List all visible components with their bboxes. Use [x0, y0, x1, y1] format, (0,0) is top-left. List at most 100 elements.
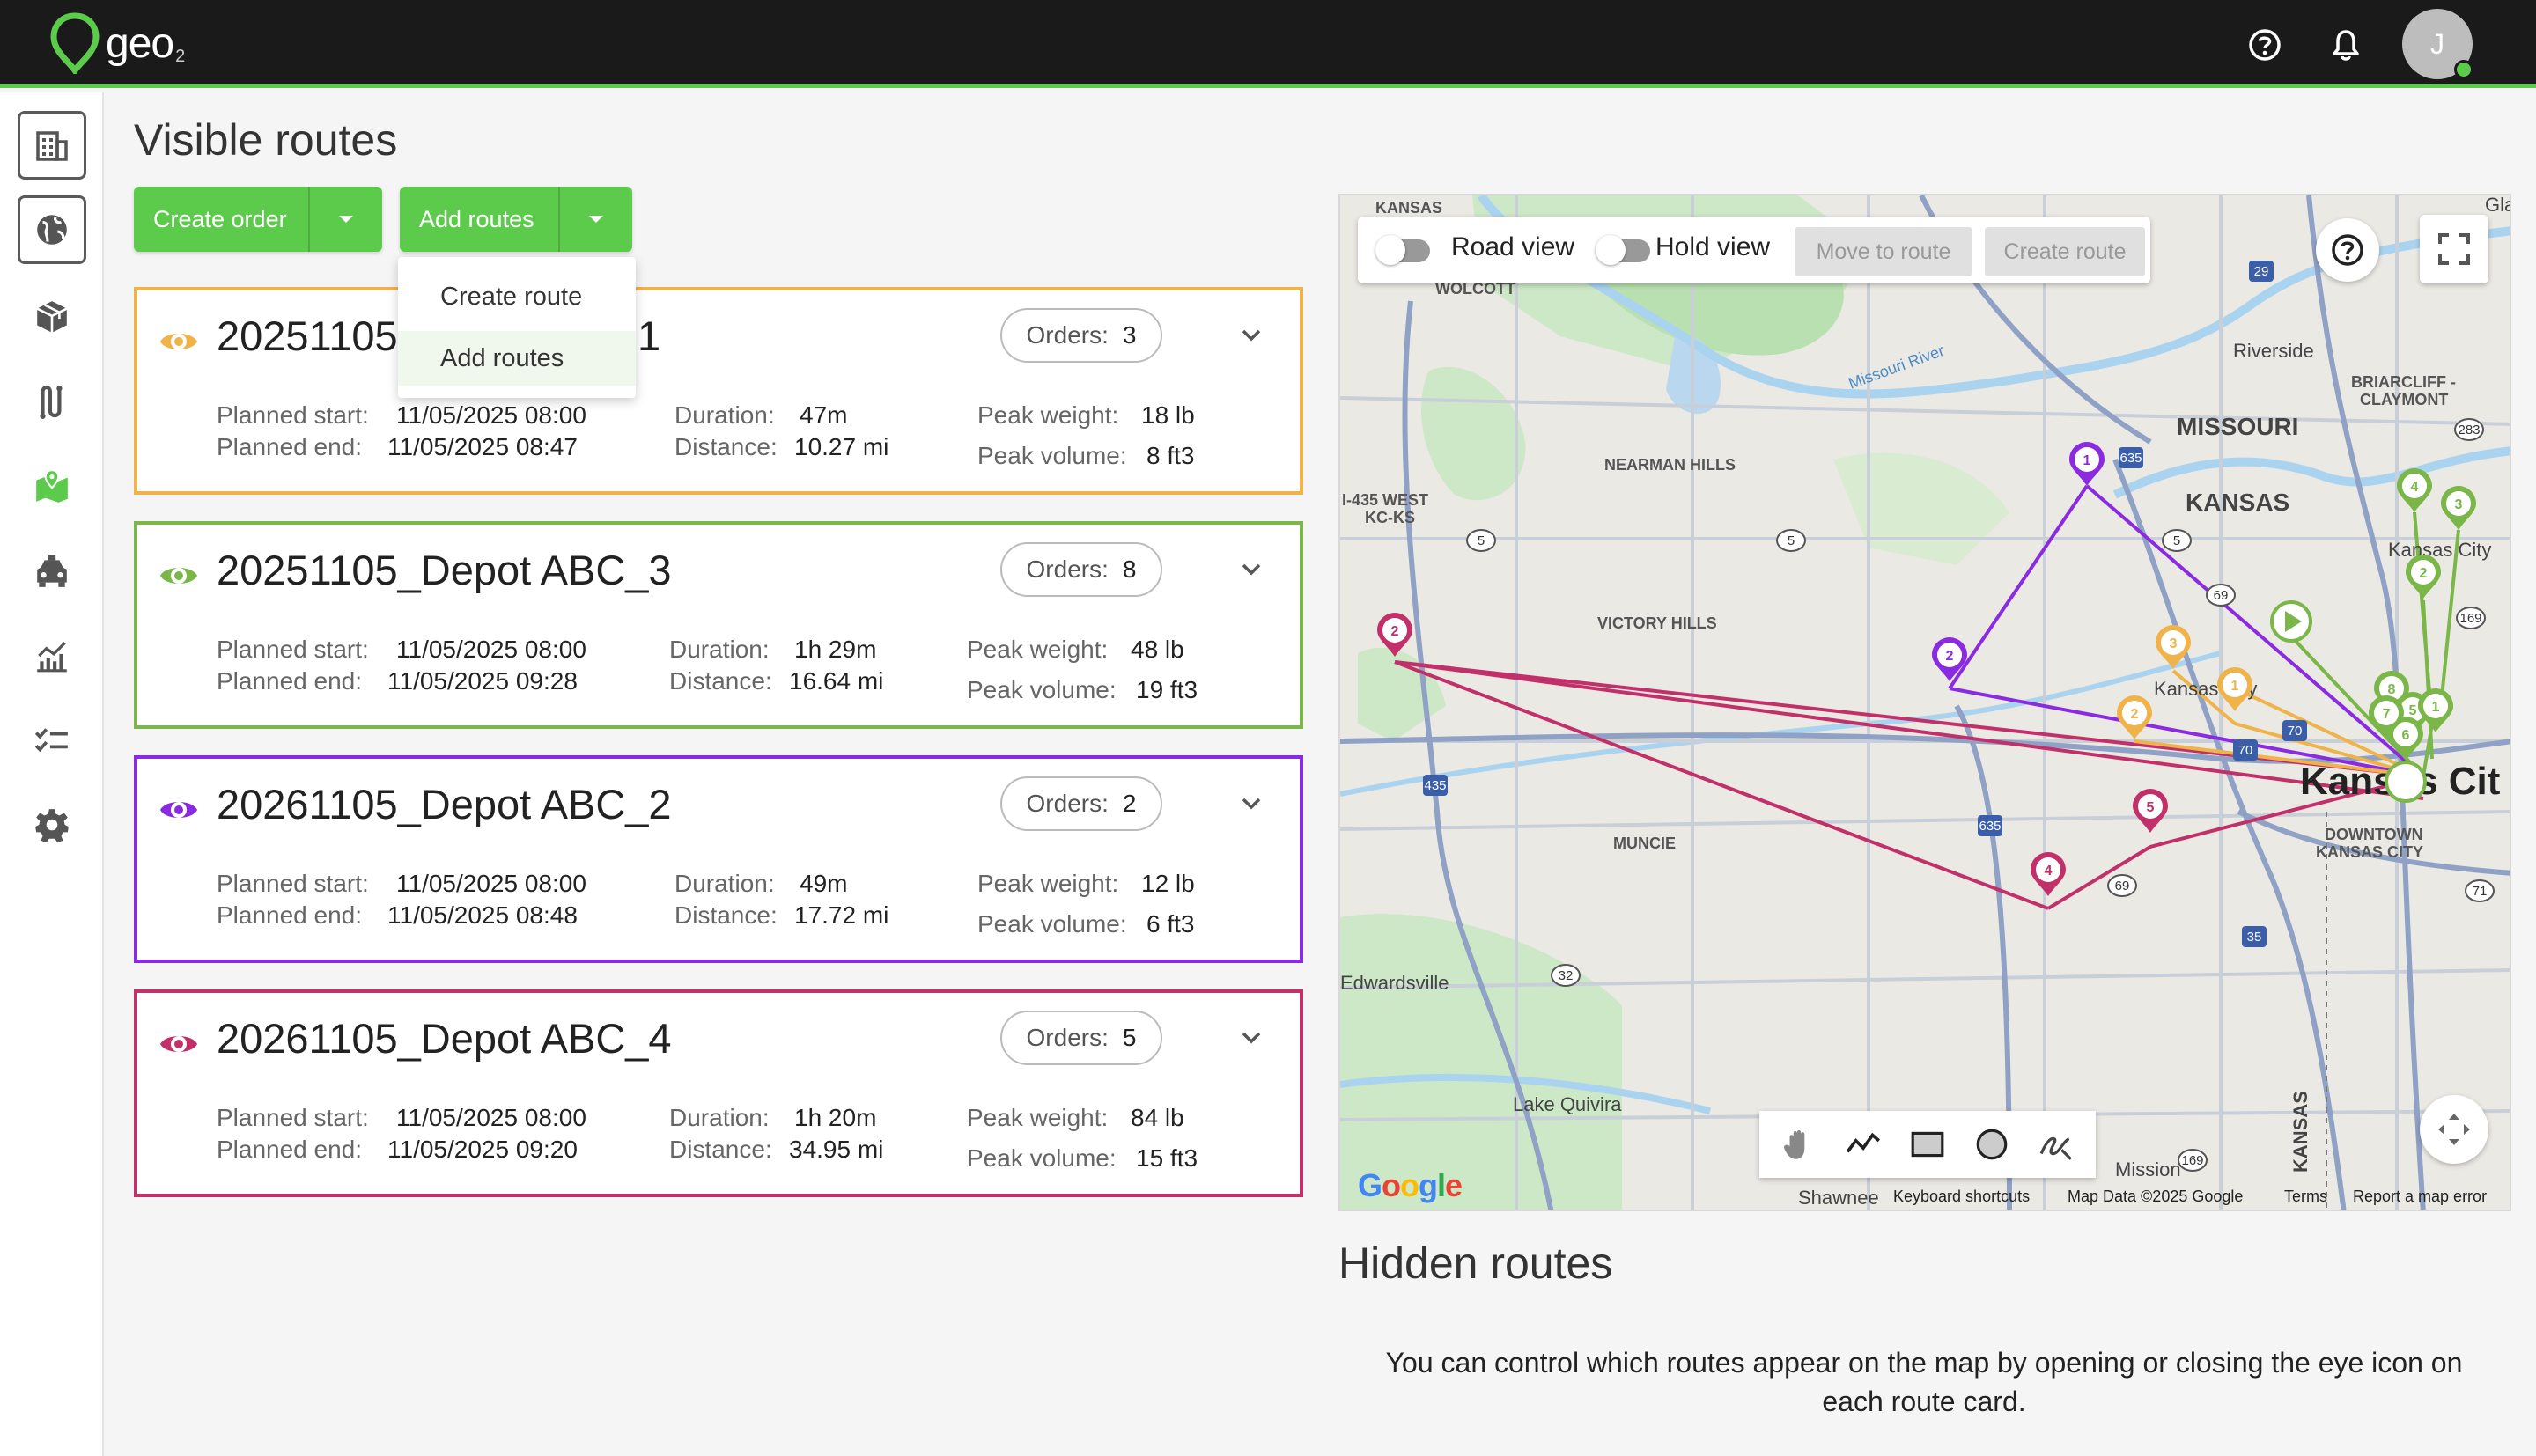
- map-label-riverside: Riverside: [2233, 340, 2314, 362]
- map-label-wolcott: WOLCOTT: [1435, 280, 1515, 298]
- create-order-button[interactable]: Create order: [153, 205, 287, 232]
- sidebar-item-settings[interactable]: [18, 791, 86, 859]
- map-label-edwardsville: Edwardsville: [1340, 972, 1449, 994]
- peak-weight-value: 18 lb: [1141, 401, 1195, 429]
- chevron-down-icon[interactable]: [1238, 322, 1264, 349]
- svg-text:283: 283: [2458, 423, 2480, 438]
- route-card[interactable]: 20251105 1 Orders: 3 Planned start: 11/05/…: [134, 287, 1303, 495]
- distance-label: Distance:: [669, 667, 772, 695]
- sidebar-item-orders[interactable]: [18, 283, 86, 351]
- map-base[interactable]: KANSAS WOLCOTT NEARMAN HILLS I-435 WEST …: [1340, 195, 2511, 1211]
- svg-text:1: 1: [2083, 453, 2091, 468]
- hold-view-toggle[interactable]: [1596, 235, 1650, 265]
- stop-marker[interactable]: 3: [2441, 486, 2476, 530]
- keyboard-shortcuts-link[interactable]: Keyboard shortcuts: [1893, 1188, 2031, 1205]
- distance-value: 34.95 mi: [789, 1136, 884, 1163]
- stop-marker[interactable]: 1: [2069, 442, 2105, 486]
- eye-icon[interactable]: [158, 1028, 199, 1060]
- orders-badge[interactable]: Orders: 8: [1000, 542, 1162, 597]
- stop-marker[interactable]: 2: [1377, 613, 1412, 657]
- highway-shield: 71: [2465, 879, 2495, 902]
- sidebar-item-tasks[interactable]: [18, 706, 86, 775]
- highway-shield: 5: [1466, 529, 1496, 552]
- analytics-icon: [37, 642, 67, 673]
- recenter-button[interactable]: [2420, 1095, 2488, 1164]
- rectangle-icon[interactable]: [1909, 1126, 1946, 1163]
- menu-item-add-routes[interactable]: Add routes: [398, 331, 636, 386]
- terms-link[interactable]: Terms: [2284, 1188, 2327, 1205]
- create-order-dropdown-toggle[interactable]: [308, 187, 382, 252]
- orders-badge[interactable]: Orders: 2: [1000, 776, 1162, 831]
- map-label-briarcliff: BRIARCLIFF -: [2351, 373, 2456, 391]
- report-map-error-link[interactable]: Report a map error: [2353, 1188, 2488, 1205]
- stop-marker[interactable]: 1: [2418, 688, 2453, 732]
- circle-icon[interactable]: [1973, 1126, 2010, 1163]
- bell-icon[interactable]: [2326, 25, 2366, 65]
- route-map[interactable]: KANSAS WOLCOTT NEARMAN HILLS I-435 WEST …: [1338, 194, 2511, 1211]
- fullscreen-button[interactable]: [2420, 215, 2488, 283]
- svg-text:7: 7: [2383, 707, 2391, 722]
- help-icon[interactable]: [2245, 25, 2285, 65]
- orders-count: 5: [1122, 1024, 1137, 1051]
- stop-marker[interactable]: 5: [2133, 789, 2168, 833]
- distance-label: Distance:: [675, 901, 778, 929]
- add-routes-button[interactable]: Add routes: [419, 205, 534, 232]
- orders-badge[interactable]: Orders: 3: [1000, 308, 1162, 363]
- sidebar-item-map[interactable]: [18, 452, 86, 520]
- map-label-kcks: KC-KS: [1365, 509, 1415, 526]
- freehand-icon[interactable]: [2038, 1126, 2075, 1163]
- eye-icon[interactable]: [158, 794, 199, 826]
- duration-label: Duration:: [669, 636, 770, 663]
- menu-item-create-route[interactable]: Create route: [440, 282, 583, 311]
- svg-text:69: 69: [2115, 879, 2130, 893]
- add-routes-menu: Create route Add routes: [398, 257, 636, 398]
- stop-marker[interactable]: 2: [1932, 637, 1967, 681]
- app-logo[interactable]: geo 2: [49, 12, 185, 74]
- eye-icon[interactable]: [158, 560, 199, 592]
- stop-marker[interactable]: 7: [2369, 695, 2404, 739]
- road-view-toggle[interactable]: [1375, 235, 1430, 265]
- help-icon: [2332, 234, 2363, 266]
- polyline-icon[interactable]: [1845, 1126, 1882, 1163]
- planned-end-value: 11/05/2025 09:20: [387, 1136, 578, 1163]
- planned-start-label: Planned start:: [217, 401, 369, 429]
- stop-marker[interactable]: 1: [2217, 667, 2252, 711]
- sidebar-item-buildings[interactable]: [18, 111, 86, 180]
- google-logo: Google: [1358, 1167, 1463, 1203]
- map-label-kansas: KANSAS: [2186, 489, 2289, 516]
- add-routes-dropdown-toggle[interactable]: [558, 187, 632, 252]
- stop-marker[interactable]: 4: [2397, 468, 2432, 512]
- route-card[interactable]: 20251105_Depot ABC_3 Orders: 8 Planned st…: [134, 521, 1303, 729]
- map-label-kansas-top: KANSAS: [1375, 199, 1442, 217]
- stop-marker[interactable]: 2: [2117, 695, 2152, 739]
- chevron-down-icon[interactable]: [1238, 791, 1264, 817]
- sidebar-item-globe[interactable]: [18, 195, 86, 264]
- logo-subscript: 2: [175, 46, 186, 66]
- move-to-route-button[interactable]: Move to route: [1795, 227, 1972, 276]
- hand-icon[interactable]: [1780, 1126, 1817, 1163]
- chevron-down-icon[interactable]: [1238, 556, 1264, 583]
- stop-marker[interactable]: 6: [2388, 717, 2423, 761]
- highway-shield: 5: [2162, 529, 2192, 552]
- road-view-label: Road view: [1451, 232, 1575, 261]
- sidebar-item-vehicles[interactable]: [18, 537, 86, 606]
- eye-icon[interactable]: [158, 326, 199, 357]
- distance-value: 16.64 mi: [789, 667, 884, 695]
- depot-marker[interactable]: [2385, 761, 2427, 803]
- route-card[interactable]: 20261105_Depot ABC_2 Orders: 2 Planned st…: [134, 755, 1303, 963]
- sidebar-item-analytics[interactable]: [18, 621, 86, 690]
- sidebar-item-routes[interactable]: [18, 367, 86, 436]
- peak-weight-label: Peak weight:: [967, 636, 1109, 663]
- hold-view-label: Hold view: [1655, 232, 1771, 261]
- stop-marker[interactable]: 2: [2406, 555, 2441, 599]
- stop-marker[interactable]: 3: [2156, 625, 2191, 669]
- highway-shield: 70: [2233, 739, 2258, 761]
- map-help-button[interactable]: [2316, 218, 2379, 282]
- map-icon: [36, 469, 68, 503]
- orders-badge[interactable]: Orders: 5: [1000, 1011, 1162, 1065]
- peak-weight-label: Peak weight:: [977, 401, 1119, 429]
- stop-marker[interactable]: 4: [2031, 852, 2066, 896]
- route-card[interactable]: 20261105_Depot ABC_4 Orders: 5 Planned st…: [134, 989, 1303, 1197]
- chevron-down-icon[interactable]: [1238, 1025, 1264, 1051]
- create-route-map-button[interactable]: Create route: [1985, 227, 2145, 276]
